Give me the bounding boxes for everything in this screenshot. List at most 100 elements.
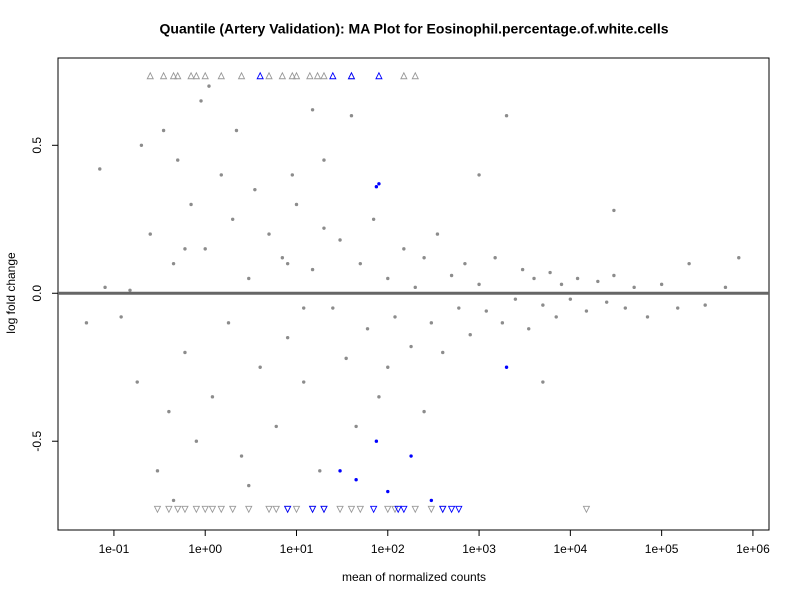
point [493,256,497,260]
point [171,261,176,266]
point [402,247,406,251]
point [139,143,144,147]
clipped-point [427,505,436,514]
clipped-point [272,505,280,514]
clipped-point [208,505,217,514]
clipped-point [320,505,328,514]
clipped-point [153,505,162,514]
clipped-point [400,505,408,514]
point [171,498,176,503]
point [349,114,354,118]
clipped-point [411,505,419,514]
point [623,306,628,310]
point [659,282,664,287]
point [183,247,187,251]
point [285,335,290,340]
point [513,297,518,301]
point [374,185,379,189]
point [504,114,509,118]
point [527,327,531,331]
point [322,226,326,230]
point [568,297,573,301]
point [377,395,381,399]
point [441,350,445,355]
point [98,167,102,171]
clipped-point [455,505,463,514]
point [280,256,285,260]
point [477,282,481,287]
y-tick-label: -0.5 [30,431,44,452]
point [393,315,397,319]
x-tick-label: 1e+03 [462,542,496,556]
clipped-point [582,505,591,514]
point [374,439,379,443]
x-tick-label: 1e-01 [99,542,130,556]
x-tick-label: 1e+05 [645,542,679,556]
point [285,261,290,266]
point [207,84,211,88]
point [234,128,239,133]
clipped-point [265,505,273,514]
clipped-point [228,505,237,514]
point [310,267,315,272]
point [575,276,580,281]
point [477,173,481,177]
clipped-point [278,71,287,80]
point [274,424,278,429]
point [612,208,616,213]
x-tick-label: 1e+02 [371,542,405,556]
clipped-point [169,71,178,80]
point [84,321,89,325]
clipped-point [237,71,246,80]
clipped-point [283,505,292,514]
clipped-point [165,505,173,514]
point [322,158,326,162]
point [520,267,525,272]
clipped-point [256,71,264,80]
point [409,454,413,458]
clipped-point [447,505,456,514]
point [371,217,376,221]
clipped-point [181,505,189,514]
point [103,285,107,290]
clipped-point [375,71,383,80]
point [723,285,728,290]
clipped-point [439,505,447,514]
point [148,232,152,236]
point [386,489,390,494]
clipped-point [329,71,337,80]
point [247,276,251,281]
clipped-point [400,71,408,80]
point [135,380,139,384]
x-tick-label: 1e+06 [736,542,770,556]
x-tick-label: 1e+01 [280,542,314,556]
point [541,380,545,384]
point [676,306,680,310]
clipped-point [217,71,226,80]
clipped-point [347,71,356,80]
clipped-point [369,505,378,514]
point [155,469,160,473]
clipped-point [306,71,314,80]
point [413,285,417,290]
point [176,158,180,162]
point [386,276,390,281]
point [258,365,262,369]
point [194,439,199,443]
point [504,365,509,369]
clipped-point [411,71,419,80]
clipped-point [313,71,322,80]
chart-title: Quantile (Artery Validation): MA Plot fo… [160,21,669,37]
point [457,306,461,310]
point [210,395,215,399]
point [219,173,223,177]
clipped-point [288,71,297,80]
clipped-point [192,71,201,80]
point [604,300,609,304]
point [354,424,358,429]
clipped-point [146,71,154,80]
point [386,365,390,369]
